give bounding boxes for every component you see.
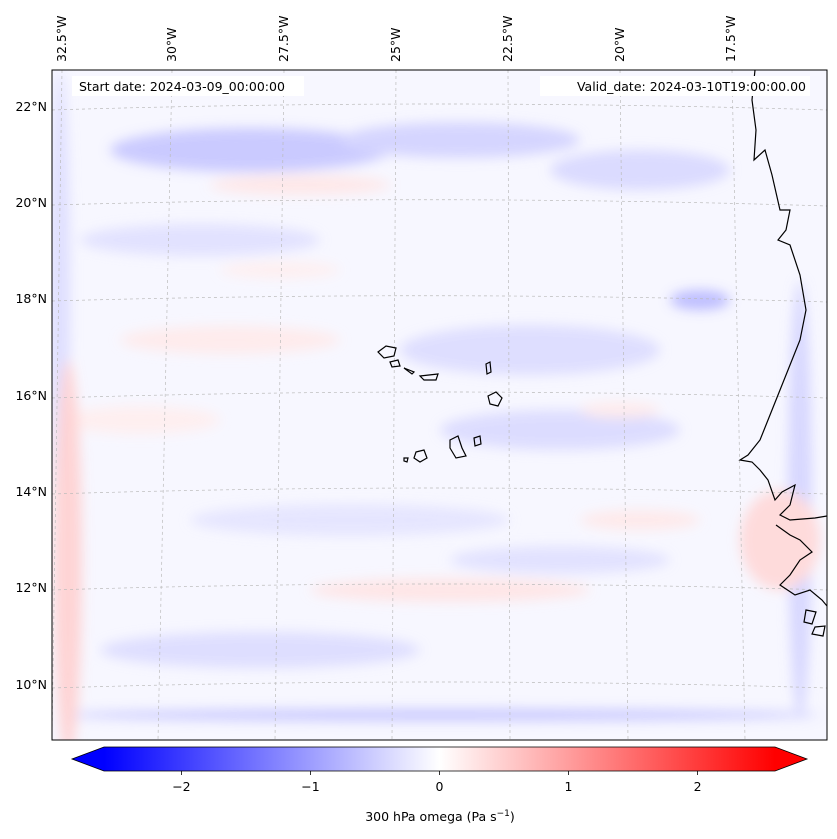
lon-label-30w: 30°W bbox=[164, 27, 179, 62]
start-date-label: Start date: 2024-03-09_00:00:00 bbox=[79, 79, 285, 94]
lon-label-25w: 25°W bbox=[388, 27, 403, 62]
cape-verde-santo-antao bbox=[377, 345, 397, 359]
lon-label-17-5w: 17.5°W bbox=[723, 16, 738, 62]
lat-label-18n: 18°N bbox=[15, 291, 47, 306]
colorbar-extend-high bbox=[775, 747, 807, 771]
cape-verde-maio bbox=[473, 435, 482, 447]
colorbar-tick-label: 0 bbox=[436, 779, 444, 794]
cape-verde-sao-nicolau bbox=[403, 367, 416, 375]
guinea-bissau-islands bbox=[803, 609, 826, 637]
colorbar-tick-label: −1 bbox=[301, 779, 319, 794]
gridlines bbox=[52, 70, 827, 740]
lon-label-22-5w: 22.5°W bbox=[500, 16, 515, 62]
omega-field bbox=[52, 70, 827, 740]
lat-label-20n: 20°N bbox=[15, 195, 47, 210]
colorbar-extend-low bbox=[72, 747, 104, 771]
colorbar-ticks: −2 −1 0 1 2 bbox=[172, 771, 702, 794]
colorbar-tick-label: −2 bbox=[172, 779, 190, 794]
cape-verde-boa-vista bbox=[487, 391, 503, 407]
cape-verde-fogo bbox=[413, 449, 428, 463]
lat-label-10n: 10°N bbox=[15, 677, 47, 692]
colorbar-label: 300 hPa omega (Pa s−1) bbox=[365, 809, 515, 824]
lat-label-22n: 22°N bbox=[15, 99, 47, 114]
start-date-box bbox=[72, 76, 304, 96]
colorbar: −2 −1 0 1 2 300 hPa omega (Pa s−1) bbox=[70, 746, 809, 824]
lat-label-14n: 14°N bbox=[15, 484, 47, 499]
lon-label-20w: 20°W bbox=[612, 27, 627, 62]
cape-verde-sao-vicente bbox=[389, 359, 401, 368]
cape-verde-santiago bbox=[449, 435, 467, 459]
lat-label-16n: 16°N bbox=[15, 388, 47, 403]
cape-verde-brava bbox=[403, 457, 409, 463]
senegal-gambia-coast bbox=[775, 524, 827, 607]
valid-date-label: Valid_date: 2024-03-10T19:00:00.00 bbox=[577, 79, 806, 94]
colorbar-outline bbox=[70, 746, 809, 772]
lat-label-12n: 12°N bbox=[15, 580, 47, 595]
coastlines bbox=[377, 70, 827, 637]
cape-verde-sal bbox=[485, 361, 492, 375]
map-frame bbox=[51, 69, 828, 741]
valid-date-box bbox=[540, 76, 810, 96]
colorbar-tick-label: 1 bbox=[565, 779, 573, 794]
africa-coastline bbox=[738, 70, 827, 521]
colorbar-tick-label: 2 bbox=[694, 779, 702, 794]
latitude-labels: 22°N 20°N 18°N 16°N 14°N 12°N 10°N bbox=[15, 99, 47, 692]
longitude-labels: 32.5°W 30°W 27.5°W 25°W 22.5°W 20°W 17.5… bbox=[54, 16, 738, 62]
lon-label-32-5w: 32.5°W bbox=[54, 16, 69, 62]
cape-verde-santa-luzia bbox=[418, 373, 439, 381]
colorbar-label-exponent: −1 bbox=[497, 809, 510, 819]
colorbar-body bbox=[104, 747, 775, 771]
lon-label-27-5w: 27.5°W bbox=[276, 16, 291, 62]
